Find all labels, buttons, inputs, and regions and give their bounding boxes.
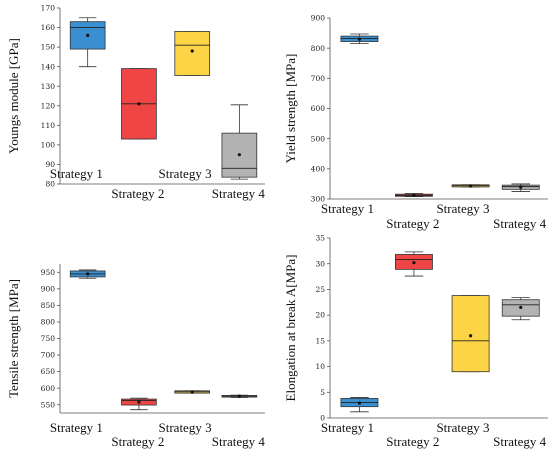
y-tick-label: 0: [320, 414, 325, 423]
mean-point: [412, 261, 416, 265]
y-tick-label: 80: [45, 180, 55, 189]
mean-point: [469, 184, 473, 188]
y-tick-label: 500: [311, 134, 326, 143]
y-tick-label: 100: [41, 140, 56, 149]
y-tick-label: 10: [315, 362, 325, 371]
category-label: Strategy 2: [386, 434, 439, 449]
y-axis-label: Tensile strength [MPa]: [6, 279, 21, 398]
mean-point: [519, 185, 523, 189]
box-strategy3: [451, 295, 490, 373]
category-label: Strategy 4: [493, 216, 547, 231]
y-tick-label: 25: [315, 285, 325, 294]
y-axis-label: Youngs module [GPa]: [6, 38, 21, 154]
y-tick-label: 850: [41, 301, 56, 310]
y-tick-label: 160: [41, 23, 56, 32]
mean-point: [137, 102, 141, 106]
mean-point: [237, 394, 241, 398]
mean-point: [86, 272, 90, 276]
y-tick-label: 950: [41, 268, 56, 277]
y-axis-label: Yield strength [MPa]: [283, 54, 298, 164]
y-tick-label: 700: [41, 351, 56, 360]
y-tick-label: 600: [41, 384, 56, 393]
category-label: Strategy 2: [111, 186, 164, 201]
category-label: Strategy 1: [50, 420, 103, 435]
y-tick-label: 150: [41, 43, 56, 52]
y-tick-label: 900: [41, 284, 56, 293]
mean-point: [137, 400, 141, 404]
category-label: Strategy 3: [436, 420, 489, 435]
y-tick-label: 600: [311, 104, 326, 113]
y-tick-label: 900: [311, 14, 326, 23]
y-tick-label: 130: [41, 82, 56, 91]
mean-point: [469, 334, 473, 338]
mean-point: [412, 193, 416, 197]
category-label: Strategy 3: [436, 201, 489, 216]
category-label: Strategy 4: [212, 434, 266, 449]
category-label: Strategy 2: [111, 434, 164, 449]
y-tick-label: 700: [311, 74, 326, 83]
y-tick-label: 750: [41, 334, 56, 343]
category-label: Strategy 1: [321, 201, 374, 216]
y-tick-label: 90: [45, 160, 55, 169]
y-tick-label: 120: [41, 101, 56, 110]
y-tick-label: 30: [315, 259, 325, 268]
category-label: Strategy 2: [386, 216, 439, 231]
category-label: Strategy 1: [50, 166, 103, 181]
y-axis-label: Elongation at break A[MPa]: [283, 255, 298, 402]
mean-point: [190, 49, 194, 53]
y-tick-label: 15: [315, 336, 325, 345]
y-tick-label: 170: [41, 4, 56, 13]
y-tick-label: 550: [41, 400, 56, 409]
category-label: Strategy 4: [212, 186, 266, 201]
y-tick-label: 20: [315, 311, 325, 320]
mean-point: [190, 390, 194, 394]
mean-point: [86, 33, 90, 37]
mean-point: [357, 401, 362, 405]
y-tick-label: 5: [320, 388, 325, 397]
y-tick-label: 300: [311, 195, 326, 204]
category-label: Strategy 1: [321, 420, 374, 435]
mean-point: [237, 153, 241, 157]
y-tick-label: 650: [41, 367, 56, 376]
y-tick-label: 140: [41, 62, 56, 71]
category-label: Strategy 3: [159, 420, 212, 435]
category-label: Strategy 3: [159, 166, 212, 181]
box-strategy3: [174, 31, 211, 76]
y-tick-label: 800: [41, 318, 56, 327]
mean-point: [519, 305, 523, 310]
y-tick-label: 110: [41, 121, 56, 130]
y-tick-label: 800: [311, 44, 326, 53]
y-tick-label: 35: [315, 234, 325, 243]
mean-point: [357, 37, 362, 41]
category-label: Strategy 4: [493, 434, 547, 449]
y-tick-label: 400: [311, 164, 326, 173]
